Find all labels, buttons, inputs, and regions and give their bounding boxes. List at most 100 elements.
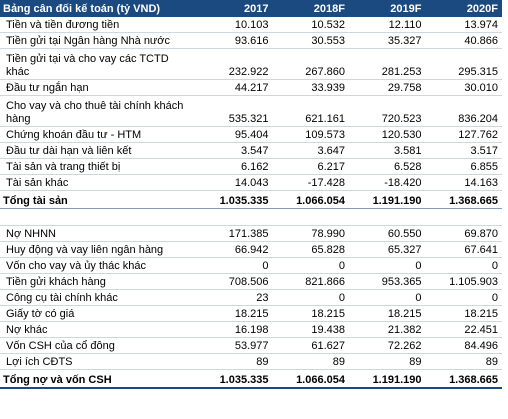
table-row: Tiền gửi tại Ngân hàng Nhà nước 93.616 3… [0, 32, 502, 49]
row-value: 23 [196, 289, 273, 306]
row-label: Đầu tư dài hạn và liên kết [0, 142, 196, 159]
row-value: 13.974 [425, 17, 502, 33]
row-value: 18.215 [425, 305, 502, 322]
row-value: -17.428 [272, 174, 349, 191]
row-value: 3.517 [425, 142, 502, 159]
row-label: Chứng khoán đầu tư - HTM [0, 126, 196, 143]
row-value: 44.217 [196, 79, 273, 96]
total-liabilities-equity-row: Tổng nợ và vốn CSH 1.035.335 1.066.054 1… [0, 369, 502, 389]
spacer-cell [0, 208, 196, 226]
row-value: 89 [196, 353, 273, 370]
total-liabilities-equity-value: 1.066.054 [272, 369, 349, 389]
row-value: 35.327 [349, 32, 426, 49]
total-liabilities-equity-label: Tổng nợ và vốn CSH [0, 369, 196, 389]
row-value: 14.163 [425, 174, 502, 191]
row-label: Công cụ tài chính khác [0, 289, 196, 306]
header-row: Bảng cân đối kế toán (tỷ VND) 2017 2018F… [0, 0, 502, 17]
total-assets-value: 1.066.054 [272, 190, 349, 209]
row-label: Huy động và vay liên ngân hàng [0, 241, 196, 258]
row-value: 0 [425, 257, 502, 274]
table-row: Nợ khác 16.198 19.438 21.382 22.451 [0, 321, 502, 338]
row-value: 3.547 [196, 142, 273, 159]
row-value: 95.404 [196, 126, 273, 143]
row-value: 127.762 [425, 126, 502, 143]
row-label: Vốn cho vay và ủy thác khác [0, 257, 196, 274]
year-header-2019f: 2019F [349, 0, 426, 17]
total-liabilities-equity-value: 1.191.190 [349, 369, 426, 389]
total-assets-value: 1.191.190 [349, 190, 426, 209]
total-assets-value: 1.368.665 [425, 190, 502, 209]
row-label: Tiền và tiền đương tiền [0, 17, 196, 33]
row-value: 40.866 [425, 32, 502, 49]
table-row: Đầu tư ngắn hạn 44.217 33.939 29.758 30.… [0, 79, 502, 96]
row-value: 535.321 [196, 95, 273, 127]
table-row: Vốn CSH của cổ đông 53.977 61.627 72.262… [0, 337, 502, 354]
table-row: Tiền gửi tại và cho vay các TCTD khác 23… [0, 48, 502, 80]
row-value: 19.438 [272, 321, 349, 338]
row-value: 6.162 [196, 158, 273, 175]
year-header-2020f: 2020F [425, 0, 502, 17]
year-header-2017: 2017 [196, 0, 273, 17]
row-label: Lợi ích CĐTS [0, 353, 196, 370]
row-value: 93.616 [196, 32, 273, 49]
row-value: 30.553 [272, 32, 349, 49]
row-value: 53.977 [196, 337, 273, 354]
row-label: Đầu tư ngắn hạn [0, 79, 196, 96]
spacer-cell [196, 208, 273, 226]
table-header: Bảng cân đối kế toán (tỷ VND) 2017 2018F… [0, 0, 502, 17]
row-value: 267.860 [272, 48, 349, 80]
row-value: 78.990 [272, 225, 349, 242]
row-label: Tài sản và trang thiết bị [0, 158, 196, 175]
spacer-cell [272, 208, 349, 226]
row-value: 30.010 [425, 79, 502, 96]
row-value: 120.530 [349, 126, 426, 143]
table-row: Tiền gửi khách hàng 708.506 821.866 953.… [0, 273, 502, 290]
table-row: Đầu tư dài hạn và liên kết 3.547 3.647 3… [0, 142, 502, 159]
spacer-cell [425, 208, 502, 226]
table-row: Cho vay và cho thuê tài chính khách hàng… [0, 95, 502, 127]
total-liabilities-equity-value: 1.035.335 [196, 369, 273, 389]
table-row: Giấy tờ có giá 18.215 18.215 18.215 18.2… [0, 305, 502, 322]
row-value: 14.043 [196, 174, 273, 191]
row-value: 84.496 [425, 337, 502, 354]
row-value: 0 [196, 257, 273, 274]
row-value: 6.217 [272, 158, 349, 175]
total-assets-row: Tổng tài sản 1.035.335 1.066.054 1.191.1… [0, 190, 502, 209]
row-value: 821.866 [272, 273, 349, 290]
row-label: Tiền gửi tại và cho vay các TCTD khác [0, 48, 196, 80]
row-value: 1.105.903 [425, 273, 502, 290]
row-value: 836.204 [425, 95, 502, 127]
row-value: 66.942 [196, 241, 273, 258]
table-body: Tiền và tiền đương tiền 10.103 10.532 12… [0, 17, 502, 389]
row-value: 16.198 [196, 321, 273, 338]
table-title: Bảng cân đối kế toán (tỷ VND) [0, 0, 196, 17]
row-value: 10.532 [272, 17, 349, 33]
row-label: Tiền gửi khách hàng [0, 273, 196, 290]
table-row: Tài sản và trang thiết bị 6.162 6.217 6.… [0, 158, 502, 175]
row-value: 67.641 [425, 241, 502, 258]
table-row: Công cụ tài chính khác 23 0 0 0 [0, 289, 502, 306]
row-label: Cho vay và cho thuê tài chính khách hàng [0, 95, 196, 127]
row-value: 65.327 [349, 241, 426, 258]
row-value: 109.573 [272, 126, 349, 143]
spacer-row [0, 208, 502, 226]
spacer-cell [349, 208, 426, 226]
row-value: 12.110 [349, 17, 426, 33]
row-value: 72.262 [349, 337, 426, 354]
row-value: 18.215 [272, 305, 349, 322]
row-value: -18.420 [349, 174, 426, 191]
row-value: 3.581 [349, 142, 426, 159]
row-value: 0 [272, 289, 349, 306]
row-value: 953.365 [349, 273, 426, 290]
row-value: 60.550 [349, 225, 426, 242]
row-value: 3.647 [272, 142, 349, 159]
row-value: 89 [425, 353, 502, 370]
row-value: 61.627 [272, 337, 349, 354]
row-label: Tài sản khác [0, 174, 196, 191]
row-label: Giấy tờ có giá [0, 305, 196, 322]
table-row: Tiền và tiền đương tiền 10.103 10.532 12… [0, 17, 502, 33]
row-value: 0 [425, 289, 502, 306]
row-label: Nợ khác [0, 321, 196, 338]
row-value: 0 [349, 257, 426, 274]
